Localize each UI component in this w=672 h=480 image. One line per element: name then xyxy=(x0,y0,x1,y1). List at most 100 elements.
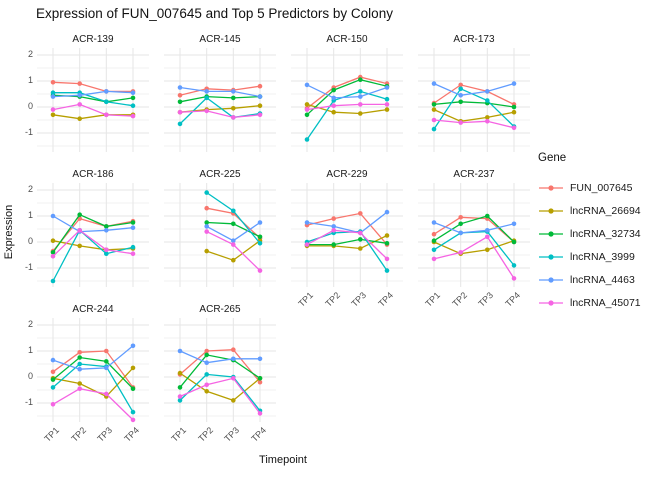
data-point-FUN_007645 xyxy=(458,82,463,88)
data-point-lncRNA_4463 xyxy=(130,90,136,95)
legend-key-icon xyxy=(539,184,563,191)
data-point-lncRNA_32734 xyxy=(50,250,56,255)
data-point-lncRNA_45071 xyxy=(77,228,82,233)
y-tick-label: -1 xyxy=(24,397,33,407)
data-point-lncRNA_3999 xyxy=(231,208,236,214)
series-line-lncRNA_32734 xyxy=(52,356,134,390)
legend-item: lncRNA_4463 xyxy=(538,268,641,291)
data-point-lncRNA_3999 xyxy=(50,385,56,390)
legend-label: FUN_007645 xyxy=(570,181,633,194)
facet-strip-label: ACR-173 xyxy=(453,34,495,45)
x-tick-label: TP2 xyxy=(450,290,469,309)
legend-key-icon xyxy=(539,230,563,237)
data-point-lncRNA_32734 xyxy=(177,99,183,105)
legend-key-icon xyxy=(539,276,563,283)
data-point-lncRNA_26694 xyxy=(231,398,236,403)
data-point-lncRNA_45071 xyxy=(431,117,437,123)
facet-strip-label: ACR-229 xyxy=(326,169,368,180)
data-point-lncRNA_45071 xyxy=(331,103,336,108)
legend-label: lncRNA_3999 xyxy=(570,250,635,263)
legend-key-point xyxy=(548,184,554,191)
legend-label: lncRNA_26694 xyxy=(570,204,641,217)
data-point-lncRNA_32734 xyxy=(104,224,109,229)
data-point-lncRNA_45071 xyxy=(511,276,517,281)
series-line-lncRNA_32734 xyxy=(179,354,261,389)
series-line-lncRNA_4463 xyxy=(179,86,261,98)
series-line-FUN_007645 xyxy=(52,81,134,93)
data-point-lncRNA_3999 xyxy=(304,137,310,142)
series-line-lncRNA_32734 xyxy=(179,95,261,103)
data-point-lncRNA_26694 xyxy=(384,107,390,112)
data-point-lncRNA_45071 xyxy=(257,112,263,118)
data-point-lncRNA_4463 xyxy=(50,94,56,99)
x-tick-label: TP4 xyxy=(249,425,269,444)
data-point-lncRNA_45071 xyxy=(257,411,263,416)
series-line-lncRNA_32734 xyxy=(433,101,515,108)
series-line-lncRNA_3999 xyxy=(52,92,134,107)
data-point-lncRNA_45071 xyxy=(231,115,236,120)
data-point-lncRNA_3999 xyxy=(204,190,209,195)
data-point-lncRNA_4463 xyxy=(177,85,183,90)
data-point-lncRNA_4463 xyxy=(384,209,390,215)
data-point-lncRNA_4463 xyxy=(511,221,517,227)
series-line-lncRNA_45071 xyxy=(179,377,261,415)
data-point-lncRNA_26694 xyxy=(511,109,517,115)
x-tick-label: TP4 xyxy=(122,425,142,444)
data-point-lncRNA_4463 xyxy=(511,81,517,86)
data-point-FUN_007645 xyxy=(50,80,56,85)
data-point-lncRNA_32734 xyxy=(485,213,490,219)
data-point-lncRNA_26694 xyxy=(231,106,236,111)
legend-item: lncRNA_3999 xyxy=(538,245,641,268)
data-point-lncRNA_32734 xyxy=(130,386,136,391)
data-point-lncRNA_4463 xyxy=(458,230,463,236)
data-point-lncRNA_3999 xyxy=(50,278,56,284)
data-point-lncRNA_45071 xyxy=(204,382,209,388)
data-point-lncRNA_4463 xyxy=(77,93,82,98)
data-point-lncRNA_26694 xyxy=(485,115,490,120)
data-point-lncRNA_45071 xyxy=(511,125,517,131)
data-point-lncRNA_26694 xyxy=(257,103,263,108)
data-point-lncRNA_3999 xyxy=(130,409,136,415)
data-point-lncRNA_45071 xyxy=(358,102,363,107)
data-point-lncRNA_4463 xyxy=(104,89,109,94)
data-point-lncRNA_4463 xyxy=(485,89,490,94)
data-point-lncRNA_4463 xyxy=(304,82,310,88)
data-point-lncRNA_32734 xyxy=(511,239,517,245)
series-line-lncRNA_45071 xyxy=(179,110,261,119)
data-point-lncRNA_4463 xyxy=(458,93,463,98)
series-line-lncRNA_26694 xyxy=(433,108,515,122)
data-point-lncRNA_45071 xyxy=(50,402,56,407)
data-point-lncRNA_32734 xyxy=(50,377,56,382)
data-point-lncRNA_32734 xyxy=(358,237,363,242)
data-point-lncRNA_4463 xyxy=(331,95,336,101)
series-line-lncRNA_4463 xyxy=(306,84,388,99)
series-line-lncRNA_4463 xyxy=(52,345,134,370)
data-point-lncRNA_45071 xyxy=(485,234,490,240)
data-point-lncRNA_45071 xyxy=(458,250,463,255)
data-point-lncRNA_3999 xyxy=(384,268,390,273)
legend-key-point xyxy=(548,276,554,283)
data-point-FUN_007645 xyxy=(257,83,263,89)
series-line-lncRNA_3999 xyxy=(52,229,134,282)
data-point-lncRNA_3999 xyxy=(485,98,490,103)
data-point-lncRNA_45071 xyxy=(331,228,336,233)
data-point-lncRNA_45071 xyxy=(485,119,490,124)
data-point-lncRNA_4463 xyxy=(130,225,136,230)
data-point-lncRNA_3999 xyxy=(511,263,517,268)
data-point-lncRNA_4463 xyxy=(104,365,109,371)
y-tick-label: 1 xyxy=(27,210,33,220)
data-point-lncRNA_3999 xyxy=(204,372,209,377)
data-point-lncRNA_4463 xyxy=(358,94,363,99)
data-point-lncRNA_45071 xyxy=(104,247,109,253)
data-point-lncRNA_45071 xyxy=(204,108,209,114)
legend-key-point xyxy=(548,299,554,306)
series-line-lncRNA_4463 xyxy=(52,90,134,98)
x-tick-label: TP1 xyxy=(296,290,316,309)
legend-key-icon xyxy=(539,253,563,260)
facet-panel-ACR-265 xyxy=(164,318,276,422)
data-point-lncRNA_4463 xyxy=(304,220,310,225)
data-point-lncRNA_26694 xyxy=(331,109,336,115)
data-point-lncRNA_26694 xyxy=(231,257,236,263)
data-point-lncRNA_4463 xyxy=(257,356,263,362)
